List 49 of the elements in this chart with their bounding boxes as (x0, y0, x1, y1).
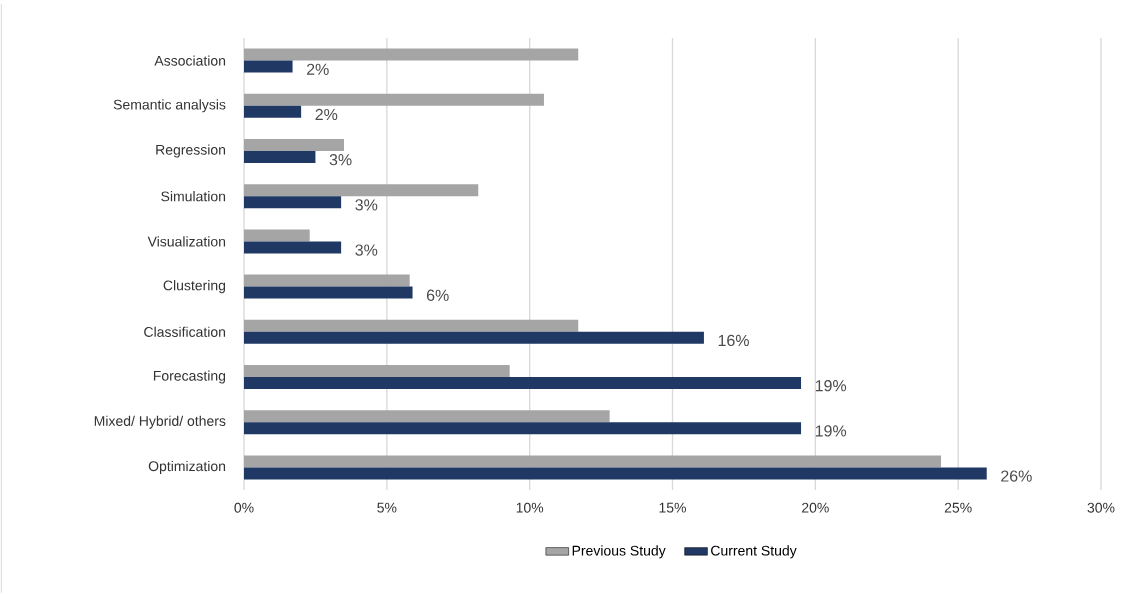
data-label: 3% (355, 199, 378, 211)
y-tick-label: Semantic analysis (113, 99, 226, 113)
data-label: 3% (355, 244, 378, 256)
data-label: 3% (329, 154, 352, 166)
bar (244, 105, 302, 118)
y-tick-label: Visualization (147, 236, 226, 247)
bar (244, 365, 510, 377)
x-tick-label: 30% (1087, 502, 1115, 513)
bar (244, 331, 704, 344)
bar (244, 139, 344, 151)
bar (244, 60, 293, 73)
y-tick-label: Simulation (161, 191, 226, 202)
x-tick-label: 0% (234, 502, 254, 513)
bar (244, 229, 310, 242)
x-tick-label: 15% (659, 502, 686, 513)
y-tick-label: Clustering (163, 280, 226, 294)
bar (244, 422, 802, 435)
x-tick-label: 10% (516, 502, 544, 513)
bar (244, 151, 316, 163)
bar (244, 377, 802, 390)
bar (244, 319, 579, 332)
bar (244, 184, 479, 197)
data-label: 2% (315, 108, 338, 121)
y-tick-label: Classification (144, 326, 226, 337)
data-label: 19% (815, 380, 847, 392)
y-tick-label: Forecasting (153, 370, 226, 384)
bar (244, 241, 342, 254)
x-tick-label: 5% (377, 502, 397, 513)
y-tick-label: Mixed/ Hybrid/ others (94, 415, 226, 429)
data-label: 6% (426, 289, 449, 301)
data-label: 2% (306, 63, 329, 75)
y-tick-label: Regression (156, 144, 226, 158)
legend-label: Current Study (711, 545, 797, 559)
y-tick-label: Optimization (148, 460, 226, 474)
bar (244, 286, 413, 299)
legend-label: Previous Study (572, 545, 666, 559)
bar (244, 48, 579, 61)
bar (244, 410, 610, 423)
data-label: 16% (718, 334, 749, 347)
bar (244, 274, 410, 287)
x-tick-label: 25% (944, 502, 972, 513)
y-tick-label: Association (154, 55, 226, 66)
data-label: 26% (1001, 470, 1032, 482)
data-label: 19% (815, 425, 847, 437)
x-tick-label: 20% (802, 502, 829, 513)
bar (244, 93, 544, 106)
bar (244, 467, 987, 480)
bar (244, 196, 342, 209)
bar (244, 455, 942, 468)
